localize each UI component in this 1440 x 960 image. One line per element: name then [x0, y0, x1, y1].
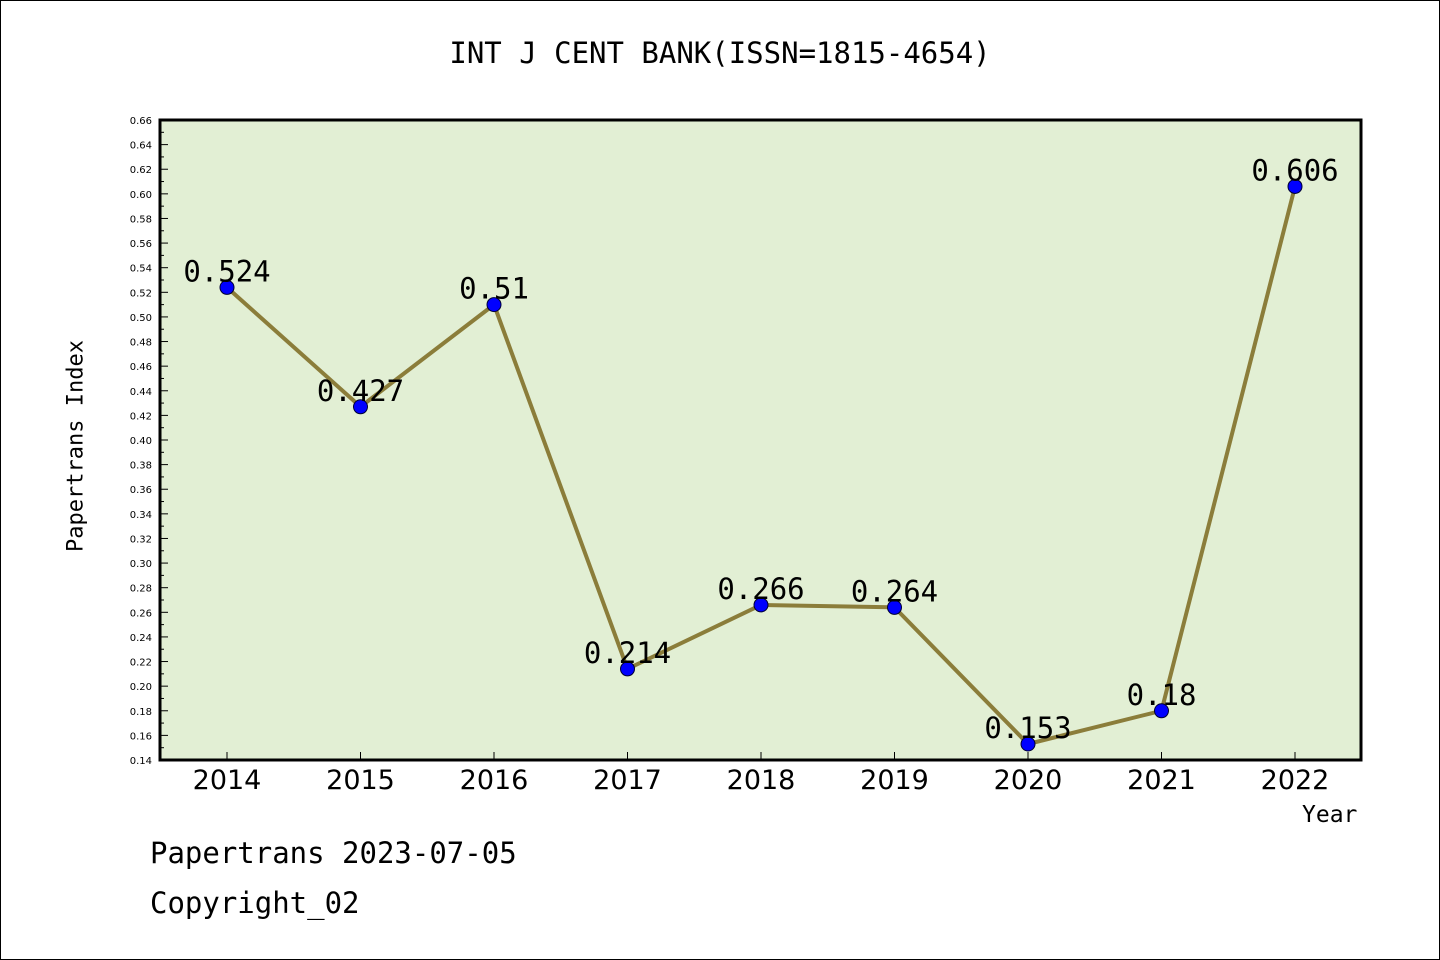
y-tick-label: 0.60 — [130, 190, 152, 201]
x-tick-label: 2015 — [326, 765, 395, 796]
data-label: 0.264 — [851, 574, 938, 608]
x-tick-label: 2018 — [727, 765, 796, 796]
y-tick-label: 0.20 — [130, 682, 152, 693]
data-label: 0.214 — [584, 636, 671, 670]
y-tick-label: 0.28 — [130, 584, 152, 595]
y-tick-label: 0.26 — [130, 608, 152, 619]
footer-copyright-text: Copyright_02 — [150, 886, 360, 920]
y-tick-label: 0.56 — [130, 239, 152, 250]
y-tick-label: 0.54 — [130, 264, 152, 275]
data-point — [486, 297, 502, 313]
y-tick-label: 0.32 — [130, 534, 152, 545]
y-axis-label: Papertrans Index — [63, 340, 89, 552]
y-tick-label: 0.58 — [130, 214, 152, 225]
data-point — [1287, 178, 1303, 194]
chart-title: INT J CENT BANK(ISSN=1815-4654) — [449, 36, 991, 70]
plot-border — [158, 118, 1363, 762]
data-point — [219, 279, 235, 295]
y-tick-label: 0.34 — [130, 510, 152, 521]
y-tick-label: 0.42 — [130, 411, 152, 422]
data-label: 0.51 — [459, 272, 529, 306]
y-tick-label: 0.44 — [130, 387, 152, 398]
data-label: 0.18 — [1127, 678, 1197, 712]
y-tick-label: 0.18 — [130, 707, 152, 718]
footer-date-text: Papertrans 2023-07-05 — [150, 836, 517, 870]
x-tick-label: 2022 — [1261, 765, 1330, 796]
y-tick-label: 0.46 — [130, 362, 152, 373]
y-tick-label: 0.52 — [130, 288, 152, 299]
data-label: 0.153 — [984, 711, 1071, 745]
y-tick-label: 0.66 — [130, 116, 152, 127]
y-tick-label: 0.50 — [130, 313, 152, 324]
y-tick-label: 0.38 — [130, 461, 152, 472]
x-tick-label: 2021 — [1127, 765, 1196, 796]
data-point — [753, 597, 769, 613]
y-tick-label: 0.62 — [130, 165, 152, 176]
x-tick-label: 2014 — [193, 765, 262, 796]
data-point — [620, 661, 635, 677]
data-label: 0.606 — [1251, 153, 1338, 187]
y-tick-label: 0.14 — [130, 756, 152, 767]
data-label: 0.524 — [183, 254, 270, 288]
data-point — [1154, 703, 1169, 719]
x-tick-label: 2016 — [460, 765, 529, 796]
y-tick-label: 0.40 — [130, 436, 152, 447]
y-tick-label: 0.24 — [130, 633, 152, 644]
x-tick-label: 2020 — [994, 765, 1063, 796]
x-tick-label: 2017 — [593, 765, 662, 796]
y-tick-label: 0.36 — [130, 485, 152, 496]
y-tick-label: 0.22 — [130, 658, 152, 669]
y-tick-label: 0.16 — [130, 731, 152, 742]
x-tick-label: 2019 — [860, 765, 929, 796]
y-tick-label: 0.48 — [130, 338, 152, 349]
data-label: 0.427 — [317, 374, 404, 408]
data-point — [1020, 736, 1036, 752]
plot-area — [160, 120, 1361, 760]
data-point — [353, 399, 368, 415]
data-point — [887, 599, 902, 615]
x-axis-label: Year — [1302, 802, 1358, 828]
y-tick-label: 0.30 — [130, 559, 152, 570]
data-label: 0.266 — [717, 572, 804, 606]
y-tick-label: 0.64 — [130, 141, 152, 152]
